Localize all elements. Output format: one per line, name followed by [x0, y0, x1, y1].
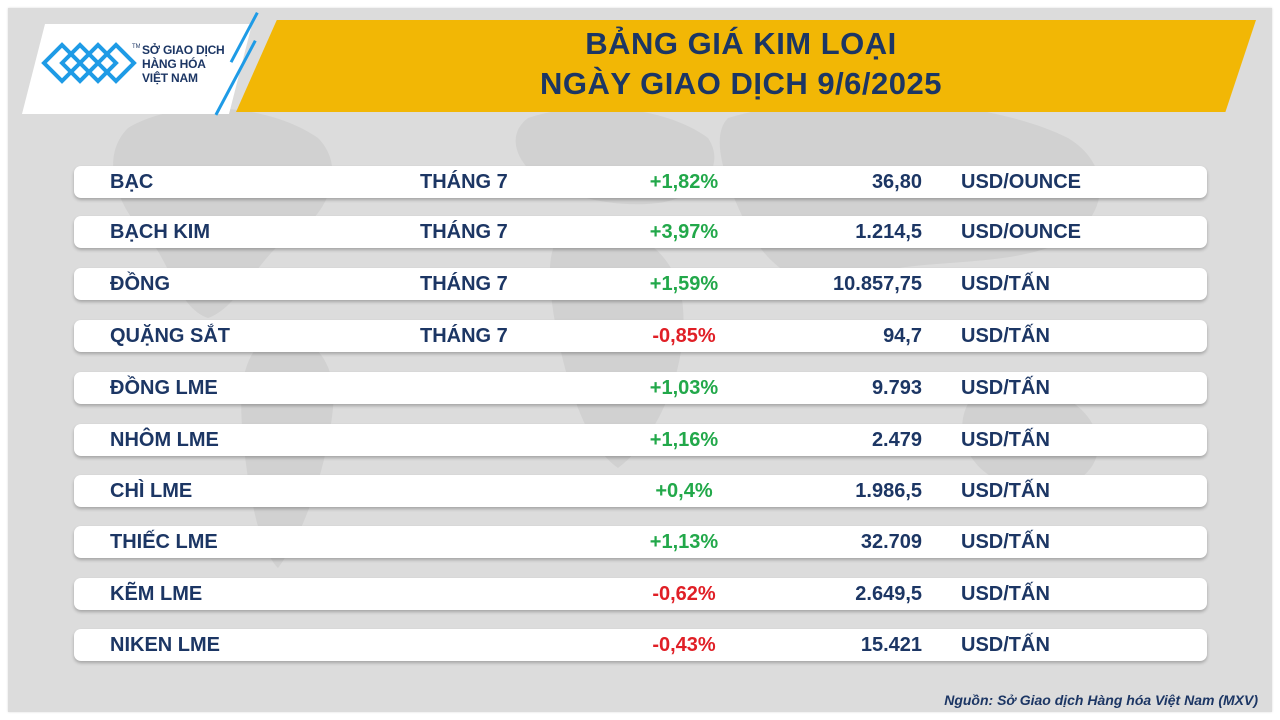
metal-name: BẠCH KIM: [110, 221, 210, 243]
price-value: 10.857,75: [833, 273, 922, 295]
table-row: BẠCH KIM THÁNG 7 +3,97% 1.214,5 USD/OUNC…: [74, 216, 1207, 248]
price-value: 32.709: [860, 531, 922, 553]
metal-name: ĐỒNG LME: [110, 377, 218, 399]
price-unit: USD/TẤN: [961, 325, 1050, 347]
price-change: +0,4%: [655, 480, 713, 502]
price-unit: USD/TẤN: [961, 634, 1050, 656]
metal-name: CHÌ LME: [110, 480, 193, 502]
metal-name: THIẾC LME: [110, 531, 218, 553]
table-row: NHÔM LME +1,16% 2.479 USD/TẤN: [74, 424, 1207, 456]
table-row: CHÌ LME +0,4% 1.986,5 USD/TẤN: [74, 475, 1207, 507]
table-row: BẠC THÁNG 7 +1,82% 36,80 USD/OUNCE: [74, 166, 1207, 198]
metal-name: BẠC: [110, 171, 154, 193]
metal-name: NIKEN LME: [110, 634, 220, 656]
price-change: +1,16%: [649, 429, 719, 451]
price-value: 1.986,5: [855, 480, 922, 502]
price-unit: USD/TẤN: [961, 480, 1050, 502]
page-title: BẢNG GIÁ KIM LOẠI: [585, 26, 897, 61]
price-change: +1,59%: [649, 273, 719, 295]
price-unit: USD/OUNCE: [961, 171, 1082, 193]
mxv-logo-icon: TM: [41, 42, 140, 84]
price-unit: USD/TẤN: [961, 377, 1050, 399]
price-unit: USD/TẤN: [961, 583, 1050, 605]
table-row: ĐỒNG THÁNG 7 +1,59% 10.857,75 USD/TẤN: [74, 268, 1207, 300]
price-change: +1,03%: [649, 377, 719, 399]
price-value: 9.793: [871, 377, 922, 399]
contract-month: THÁNG 7: [420, 221, 508, 243]
header-banner: [236, 20, 1256, 112]
metal-name: ĐỒNG: [110, 273, 170, 295]
metal-name: NHÔM LME: [110, 429, 219, 451]
contract-month: THÁNG 7: [420, 273, 508, 295]
price-change: -0,62%: [652, 583, 716, 605]
logo-text-line1: SỞ GIAO DỊCH: [142, 43, 225, 57]
price-change: -0,43%: [652, 634, 716, 656]
price-unit: USD/OUNCE: [961, 221, 1082, 243]
price-unit: USD/TẤN: [961, 273, 1050, 295]
price-value: 36,80: [871, 171, 922, 193]
metal-name: KẼM LME: [110, 583, 203, 605]
slide: BẢNG GIÁ KIM LOẠI NGÀY GIAO DỊCH 9/6/202…: [8, 8, 1272, 712]
logo-card: [22, 24, 252, 114]
price-change: +3,97%: [649, 221, 719, 243]
price-change: -0,85%: [652, 325, 716, 347]
table-row: KẼM LME -0,62% 2.649,5 USD/TẤN: [74, 578, 1207, 610]
table-row: NIKEN LME -0,43% 15.421 USD/TẤN: [74, 629, 1207, 661]
price-value: 15.421: [860, 634, 922, 656]
source-note: Nguồn: Sở Giao dịch Hàng hóa Việt Nam (M…: [944, 692, 1258, 708]
price-value: 1.214,5: [855, 221, 922, 243]
price-value: 94,7: [883, 325, 922, 347]
contract-month: THÁNG 7: [420, 171, 508, 193]
page-subtitle-date: NGÀY GIAO DỊCH 9/6/2025: [539, 66, 942, 101]
logo-text-line3: VIỆT NAM: [142, 71, 198, 85]
price-unit: USD/TẤN: [961, 429, 1050, 451]
price-change: +1,82%: [649, 171, 719, 193]
table-row: QUẶNG SẮT THÁNG 7 -0,85% 94,7 USD/TẤN: [74, 320, 1207, 352]
table-row: ĐỒNG LME +1,03% 9.793 USD/TẤN: [74, 372, 1207, 404]
price-value: 2.479: [871, 429, 922, 451]
metal-name: QUẶNG SẮT: [110, 325, 230, 347]
price-change: +1,13%: [649, 531, 719, 553]
table-row: THIẾC LME +1,13% 32.709 USD/TẤN: [74, 526, 1207, 558]
contract-month: THÁNG 7: [420, 325, 508, 347]
price-unit: USD/TẤN: [961, 531, 1050, 553]
logo-trademark: TM: [132, 44, 140, 50]
price-value: 2.649,5: [855, 583, 922, 605]
logo-text-line2: HÀNG HÓA: [142, 57, 206, 71]
